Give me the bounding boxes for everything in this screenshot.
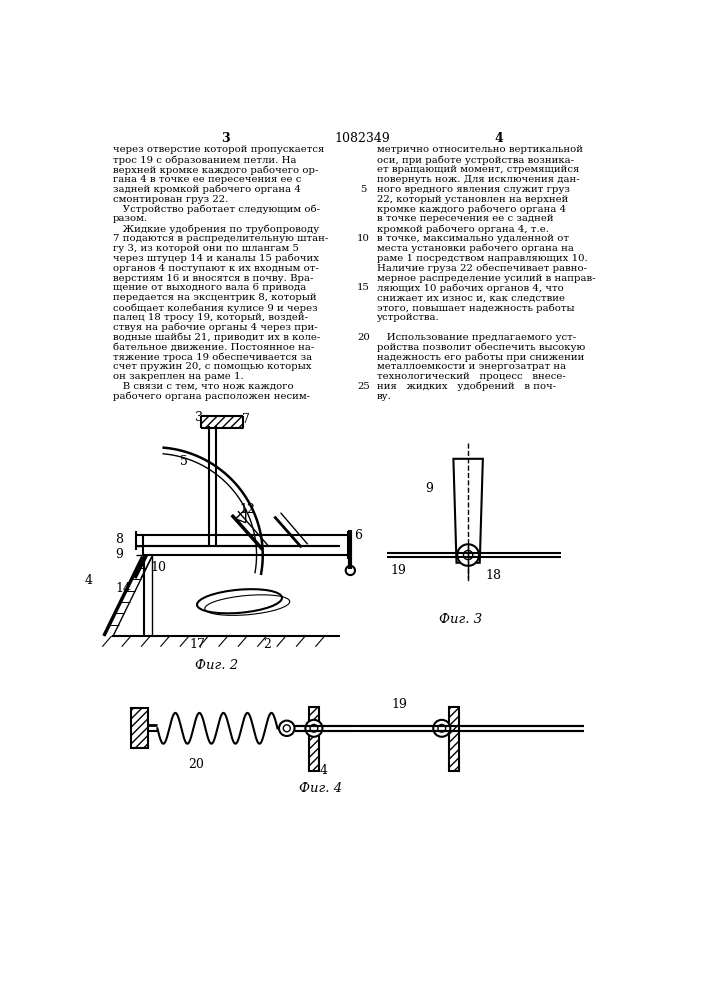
Text: 1082349: 1082349	[334, 132, 390, 145]
Text: оси, при работе устройства возника-: оси, при работе устройства возника-	[377, 155, 573, 165]
Text: передается на эксцентрик 8, который: передается на эксцентрик 8, который	[113, 293, 317, 302]
Text: устройства.: устройства.	[377, 313, 440, 322]
Text: надежность его работы при снижении: надежность его работы при снижении	[377, 352, 584, 362]
Text: палец 18 тросу 19, который, воздей-: палец 18 тросу 19, который, воздей-	[113, 313, 308, 322]
Text: ву.: ву.	[377, 392, 392, 401]
Text: задней кромкой рабочего органа 4: задней кромкой рабочего органа 4	[113, 185, 301, 194]
Text: металлоемкости и энергозатрат на: металлоемкости и энергозатрат на	[377, 362, 566, 371]
Circle shape	[279, 721, 295, 736]
Text: Фиг. 4: Фиг. 4	[299, 782, 342, 795]
Bar	[201, 416, 243, 428]
Text: 4: 4	[85, 574, 93, 587]
Text: 4: 4	[320, 764, 328, 777]
Text: он закреплен на раме 1.: он закреплен на раме 1.	[113, 372, 244, 381]
Circle shape	[433, 720, 450, 737]
Text: 19: 19	[391, 564, 407, 577]
Text: 12: 12	[240, 503, 255, 516]
Bar	[309, 707, 320, 771]
Text: 8: 8	[115, 533, 124, 546]
Text: 5: 5	[180, 455, 187, 468]
Text: щение от выходного вала 6 привода: щение от выходного вала 6 привода	[113, 283, 306, 292]
Text: Наличие груза 22 обеспечивает равно-: Наличие груза 22 обеспечивает равно-	[377, 264, 587, 273]
Text: ствуя на рабочие органы 4 через при-: ствуя на рабочие органы 4 через при-	[113, 323, 318, 332]
Text: места установки рабочего органа на: места установки рабочего органа на	[377, 244, 573, 253]
Text: бательное движение. Постоянное на-: бательное движение. Постоянное на-	[113, 343, 315, 352]
Text: разом.: разом.	[113, 214, 148, 223]
Text: 15: 15	[357, 283, 370, 292]
Text: 5: 5	[361, 185, 367, 194]
Text: верхней кромке каждого рабочего ор-: верхней кромке каждого рабочего ор-	[113, 165, 319, 175]
Text: смонтирован груз 22.: смонтирован груз 22.	[113, 195, 228, 204]
Text: верстиям 16 и вносятся в почву. Вра-: верстиям 16 и вносятся в почву. Вра-	[113, 274, 313, 283]
Text: 17: 17	[189, 638, 205, 651]
Text: 6: 6	[354, 529, 362, 542]
Text: рабочего органа расположен несим-: рабочего органа расположен несим-	[113, 392, 310, 401]
Text: Жидкие удобрения по трубопроводу: Жидкие удобрения по трубопроводу	[113, 224, 320, 234]
Text: 14: 14	[115, 582, 132, 595]
Text: Использование предлагаемого уст-: Использование предлагаемого уст-	[377, 333, 575, 342]
Text: водные шайбы 21, приводит их в коле-: водные шайбы 21, приводит их в коле-	[113, 333, 320, 342]
Text: 25: 25	[357, 382, 370, 391]
Text: метрично относительно вертикальной: метрично относительно вертикальной	[377, 145, 583, 154]
Bar	[131, 708, 148, 748]
Text: ного вредного явления служит груз: ного вредного явления служит груз	[377, 185, 570, 194]
Text: счет пружин 20, с помощью которых: счет пружин 20, с помощью которых	[113, 362, 312, 371]
Bar	[309, 707, 320, 771]
Text: Устройство работает следующим об-: Устройство работает следующим об-	[113, 205, 320, 214]
Text: Фиг. 2: Фиг. 2	[194, 659, 238, 672]
Text: органов 4 поступают к их входным от-: органов 4 поступают к их входным от-	[113, 264, 319, 273]
Text: тяжение троса 19 обеспечивается за: тяжение троса 19 обеспечивается за	[113, 352, 312, 362]
Text: 18: 18	[485, 569, 501, 582]
Text: 20: 20	[357, 333, 370, 342]
Text: ройства позволит обеспечить высокую: ройства позволит обеспечить высокую	[377, 343, 585, 352]
Text: 7: 7	[242, 413, 250, 426]
Text: ния   жидких   удобрений   в поч-: ния жидких удобрений в поч-	[377, 382, 556, 391]
Text: ет вращающий момент, стремящийся: ет вращающий момент, стремящийся	[377, 165, 579, 174]
Text: 3: 3	[195, 411, 204, 424]
Text: раме 1 посредством направляющих 10.: раме 1 посредством направляющих 10.	[377, 254, 588, 263]
Polygon shape	[235, 509, 246, 523]
Text: 4: 4	[495, 132, 503, 145]
Text: 9: 9	[426, 482, 433, 495]
Text: Фиг. 3: Фиг. 3	[439, 613, 482, 626]
Text: 22, который установлен на верхней: 22, который установлен на верхней	[377, 195, 568, 204]
Text: гана 4 в точке ее пересечения ее с: гана 4 в точке ее пересечения ее с	[113, 175, 302, 184]
Text: 2: 2	[263, 638, 271, 651]
Text: кромкой рабочего органа 4, т.е.: кромкой рабочего органа 4, т.е.	[377, 224, 549, 234]
Circle shape	[457, 544, 479, 566]
Text: ляющих 10 рабочих органов 4, что: ляющих 10 рабочих органов 4, что	[377, 283, 563, 293]
Text: 7 подаются в распределительную штан-: 7 подаются в распределительную штан-	[113, 234, 329, 243]
Text: трос 19 с образованием петли. На: трос 19 с образованием петли. На	[113, 155, 297, 165]
Text: мерное распределение усилий в направ-: мерное распределение усилий в направ-	[377, 274, 595, 283]
Polygon shape	[453, 459, 483, 563]
Text: снижает их износ и, как следствие: снижает их износ и, как следствие	[377, 293, 565, 302]
Text: этого, повышает надежность работы: этого, повышает надежность работы	[377, 303, 574, 313]
Text: через отверстие которой пропускается: через отверстие которой пропускается	[113, 145, 325, 154]
Text: 10: 10	[357, 234, 370, 243]
Text: повернуть нож. Для исключения дан-: повернуть нож. Для исключения дан-	[377, 175, 579, 184]
Text: В связи с тем, что нож каждого: В связи с тем, что нож каждого	[113, 382, 294, 391]
Text: 20: 20	[188, 758, 204, 771]
Text: 19: 19	[392, 698, 407, 710]
Bar	[449, 707, 459, 771]
Bar	[449, 707, 459, 771]
Text: кромке каждого рабочего органа 4: кромке каждого рабочего органа 4	[377, 205, 566, 214]
Text: сообщает колебания кулисе 9 и через: сообщает колебания кулисе 9 и через	[113, 303, 318, 313]
Text: в точке пересечения ее с задней: в точке пересечения ее с задней	[377, 214, 554, 223]
Text: 3: 3	[221, 132, 230, 145]
Text: в точке, максимально удаленной от: в точке, максимально удаленной от	[377, 234, 568, 243]
Text: 9: 9	[115, 548, 124, 561]
Text: 10: 10	[151, 561, 166, 574]
Text: гу 3, из которой они по шлангам 5: гу 3, из которой они по шлангам 5	[113, 244, 299, 253]
Text: через штуцер 14 и каналы 15 рабочих: через штуцер 14 и каналы 15 рабочих	[113, 254, 319, 263]
Text: технологический   процесс   внесе-: технологический процесс внесе-	[377, 372, 566, 381]
Bar	[131, 708, 148, 748]
Circle shape	[305, 720, 322, 737]
